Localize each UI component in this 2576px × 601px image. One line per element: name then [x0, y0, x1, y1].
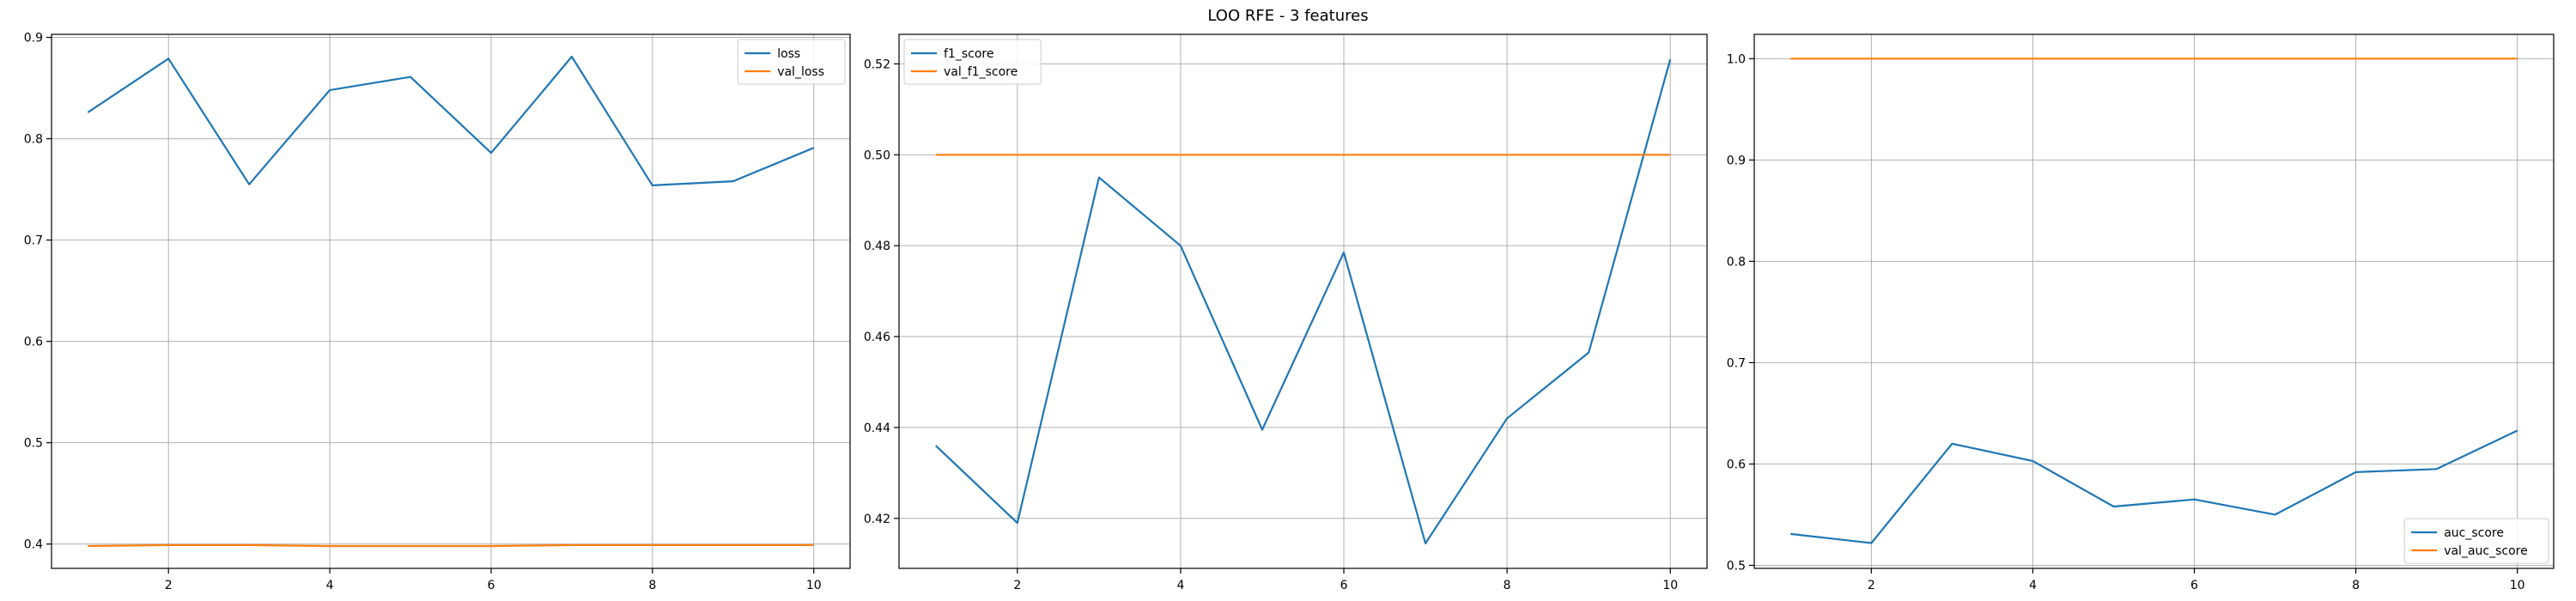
legend-label-val_f1_score: val_f1_score	[944, 65, 1018, 79]
y-tick-label: 1.0	[1727, 52, 1746, 66]
y-tick-label: 0.44	[864, 422, 890, 435]
x-tick-label: 10	[1662, 579, 1678, 592]
x-tick-label: 2	[1013, 579, 1021, 592]
x-tick-label: 2	[1868, 579, 1875, 592]
x-tick-label: 4	[2029, 579, 2037, 592]
y-tick-label: 0.4	[24, 538, 43, 552]
y-tick-label: 0.9	[24, 32, 43, 46]
y-tick-label: 0.48	[864, 240, 890, 253]
legend-box	[903, 39, 1042, 85]
axes-frame	[898, 33, 1708, 569]
legend-box	[2403, 518, 2549, 564]
chart-panel-3: 2 4 6 8 10 0.5 0.6 0.7 0.8 0.9 1.0 auc_score val_auc…	[1727, 33, 2555, 592]
series-line-auc_score	[1790, 429, 2518, 544]
legend-label-f1_score: f1_score	[944, 47, 993, 61]
series-line-val_loss	[88, 543, 814, 548]
y-tick-label: 0.8	[24, 133, 43, 147]
x-tick-label: 6	[1340, 579, 1348, 592]
y-tick-label: 0.5	[1727, 559, 1746, 573]
y-tick-label: 0.50	[864, 149, 890, 162]
series-line-loss	[87, 55, 815, 186]
x-tick-label: 8	[2352, 579, 2360, 592]
series-line-f1_score	[935, 58, 1672, 545]
y-tick-label: 0.6	[24, 336, 43, 349]
legend-label-auc_score: auc_score	[2444, 526, 2504, 540]
legend-label-val_loss: val_loss	[777, 65, 824, 79]
y-tick-label: 0.9	[1727, 154, 1746, 167]
x-tick-label: 4	[1176, 579, 1184, 592]
chart-panel-1: 2 4 6 8 10 0.4 0.5 0.6 0.7 0.8 0.9 loss val_loss	[24, 32, 851, 592]
y-tick-label: 0.6	[1727, 458, 1746, 471]
axes-frame	[1753, 33, 2555, 569]
axes-frame	[51, 33, 851, 569]
x-tick-label: 10	[2510, 579, 2525, 592]
legend-label-loss: loss	[777, 47, 800, 61]
y-tick-label: 0.46	[864, 331, 890, 344]
y-tick-label: 0.42	[864, 513, 890, 526]
x-tick-label: 8	[1504, 579, 1511, 592]
y-tick-label: 0.7	[1727, 356, 1746, 370]
legend-label-val_auc_score: val_auc_score	[2444, 544, 2528, 558]
x-tick-label: 8	[648, 579, 656, 592]
x-tick-label: 6	[2190, 579, 2198, 592]
x-tick-label: 10	[806, 579, 822, 592]
figure-title: LOO RFE - 3 features	[1207, 7, 1369, 25]
x-tick-label: 6	[488, 579, 495, 592]
legend: f1_score val_f1_score	[903, 39, 1042, 85]
legend-box	[737, 39, 846, 85]
y-tick-label: 0.7	[24, 234, 43, 248]
y-tick-label: 0.5	[24, 437, 43, 451]
chart-panel-2: 2 4 6 8 10 0.42 0.44 0.46 0.48 0.50 0.52 f1_scoreva…	[864, 33, 1708, 592]
y-tick-label: 0.52	[864, 58, 890, 71]
x-tick-label: 2	[165, 579, 173, 592]
y-tick-label: 0.8	[1727, 255, 1746, 269]
legend: loss val_loss	[737, 39, 846, 85]
x-tick-label: 4	[326, 579, 334, 592]
legend: auc_score val_auc_score	[2403, 518, 2549, 564]
